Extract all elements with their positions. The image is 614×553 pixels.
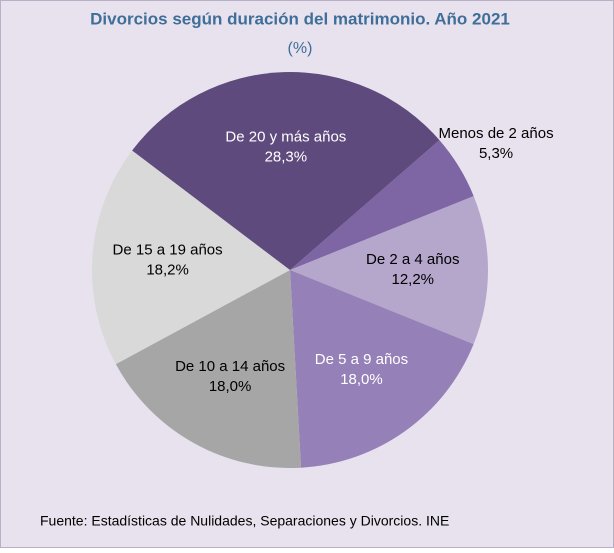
slice-label: De 5 a 9 años bbox=[315, 351, 408, 368]
pie-slice bbox=[290, 196, 488, 345]
slice-label: De 2 a 4 años bbox=[366, 251, 459, 268]
slice-value: 18,2% bbox=[146, 262, 189, 279]
pie-slice bbox=[290, 140, 474, 270]
slice-label: Menos de 2 años bbox=[439, 125, 554, 142]
pie-slice bbox=[132, 71, 440, 270]
slice-value: 5,3% bbox=[479, 145, 513, 162]
slice-value: 18,0% bbox=[340, 371, 383, 388]
slice-value: 28,3% bbox=[265, 148, 308, 165]
source: Fuente: Estadísticas de Nulidades, Separ… bbox=[40, 513, 449, 529]
pie-slice bbox=[115, 270, 302, 469]
chart-title: Divorcios según duración del matrimonio.… bbox=[90, 9, 510, 28]
slice-label: De 10 a 14 años bbox=[175, 358, 285, 375]
pie-slice bbox=[92, 150, 291, 365]
slice-label: De 20 y más años bbox=[225, 128, 346, 145]
slice-value: 18,0% bbox=[209, 378, 252, 395]
slice-label: De 15 a 19 años bbox=[113, 242, 223, 259]
pie-slice bbox=[290, 270, 474, 468]
chart-subtitle: (%) bbox=[288, 40, 313, 57]
slice-value: 12,2% bbox=[391, 271, 434, 288]
